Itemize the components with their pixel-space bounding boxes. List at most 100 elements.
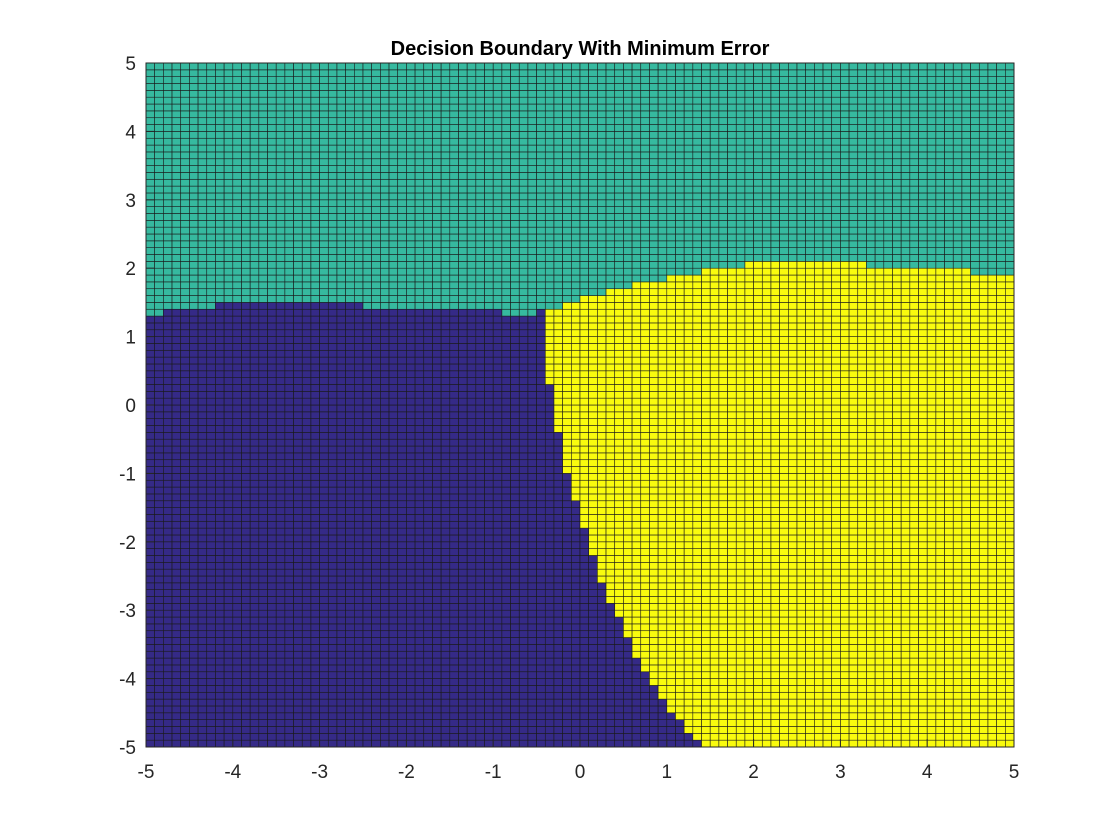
heatmap-cell-class-1 bbox=[553, 616, 563, 625]
heatmap-cell-class-2 bbox=[189, 131, 199, 139]
heatmap-cell-class-1 bbox=[449, 486, 459, 495]
heatmap-cell-class-1 bbox=[510, 623, 520, 632]
heatmap-cell-class-1 bbox=[275, 575, 286, 584]
heatmap-cell-class-1 bbox=[536, 514, 546, 522]
heatmap-cell-class-1 bbox=[206, 418, 216, 426]
heatmap-cell-class-1 bbox=[475, 466, 485, 474]
heatmap-cell-class-1 bbox=[562, 691, 572, 700]
heatmap-cell-class-2 bbox=[484, 76, 494, 84]
heatmap-cell-class-2 bbox=[544, 254, 555, 262]
heatmap-cell-class-1 bbox=[249, 384, 260, 392]
heatmap-cell-class-1 bbox=[284, 459, 294, 467]
heatmap-cell-class-1 bbox=[518, 459, 529, 467]
heatmap-cell-class-2 bbox=[484, 240, 494, 248]
heatmap-cell-class-1 bbox=[388, 589, 399, 597]
heatmap-cell-class-1 bbox=[414, 698, 425, 707]
heatmap-cell-class-1 bbox=[380, 411, 390, 419]
heatmap-cell-class-2 bbox=[319, 254, 329, 262]
heatmap-cell-class-1 bbox=[571, 596, 581, 604]
heatmap-cell-class-2 bbox=[414, 213, 425, 221]
heatmap-cell-class-1 bbox=[362, 671, 372, 679]
heatmap-cell-class-1 bbox=[362, 349, 372, 358]
heatmap-cell-class-2 bbox=[154, 165, 164, 173]
heatmap-cell-class-2 bbox=[215, 144, 225, 153]
heatmap-cell-class-1 bbox=[562, 486, 572, 495]
heatmap-cell-class-1 bbox=[327, 698, 338, 707]
heatmap-cell-class-2 bbox=[371, 213, 381, 221]
heatmap-cell-class-1 bbox=[327, 329, 338, 337]
heatmap-cell-class-2 bbox=[206, 69, 216, 77]
heatmap-cell-class-2 bbox=[432, 103, 442, 112]
heatmap-cell-class-1 bbox=[206, 575, 216, 584]
heatmap-cell-class-1 bbox=[527, 473, 537, 481]
heatmap-cell-class-2 bbox=[571, 192, 581, 201]
heatmap-cell-class-2 bbox=[466, 103, 477, 112]
heatmap-cell-class-1 bbox=[458, 514, 468, 522]
heatmap-cell-class-1 bbox=[510, 493, 520, 502]
heatmap-cell-class-2 bbox=[414, 240, 425, 248]
heatmap-cell-class-2 bbox=[206, 151, 216, 160]
heatmap-cell-class-1 bbox=[380, 308, 390, 317]
heatmap-cell-class-2 bbox=[154, 178, 164, 187]
heatmap-cell-class-1 bbox=[432, 698, 442, 707]
heatmap-cell-class-1 bbox=[336, 479, 346, 488]
heatmap-cell-class-2 bbox=[475, 172, 485, 180]
heatmap-cell-class-2 bbox=[484, 226, 494, 235]
heatmap-cell-class-1 bbox=[215, 575, 225, 584]
heatmap-cell-class-1 bbox=[423, 377, 433, 385]
heatmap-cell-class-2 bbox=[484, 233, 494, 242]
heatmap-cell-class-1 bbox=[510, 391, 520, 399]
heatmap-cell-class-2 bbox=[362, 302, 372, 310]
heatmap-cell-class-2 bbox=[475, 62, 485, 71]
heatmap-cell-class-1 bbox=[354, 363, 364, 372]
heatmap-cell-class-1 bbox=[145, 589, 155, 597]
heatmap-cell-class-2 bbox=[215, 185, 225, 194]
heatmap-cell-class-2 bbox=[501, 288, 511, 296]
heatmap-cell-class-2 bbox=[223, 192, 234, 201]
heatmap-cell-class-1 bbox=[466, 712, 477, 720]
heatmap-cell-class-1 bbox=[544, 520, 555, 529]
heatmap-cell-class-1 bbox=[310, 534, 320, 543]
heatmap-cell-class-2 bbox=[215, 192, 225, 201]
heatmap-cell-class-1 bbox=[232, 562, 242, 570]
heatmap-cell-class-1 bbox=[154, 322, 164, 331]
heatmap-cell-class-1 bbox=[336, 630, 346, 638]
heatmap-cell-class-1 bbox=[484, 479, 494, 488]
heatmap-cell-class-1 bbox=[354, 377, 364, 385]
heatmap-cell-class-2 bbox=[319, 233, 329, 242]
heatmap-cell-class-1 bbox=[154, 644, 164, 652]
heatmap-cell-class-1 bbox=[423, 452, 433, 461]
heatmap-cell-class-1 bbox=[423, 582, 433, 590]
heatmap-cell-class-1 bbox=[484, 712, 494, 720]
heatmap-cell-class-2 bbox=[571, 267, 581, 276]
heatmap-cell-class-2 bbox=[154, 124, 164, 132]
heatmap-cell-class-1 bbox=[397, 391, 407, 399]
heatmap-cell-class-1 bbox=[380, 691, 390, 700]
heatmap-cell-class-1 bbox=[249, 473, 260, 481]
heatmap-cell-class-2 bbox=[163, 165, 173, 173]
heatmap-cell-class-1 bbox=[145, 370, 155, 378]
heatmap-cell-class-1 bbox=[189, 452, 199, 461]
heatmap-cell-class-1 bbox=[544, 712, 555, 720]
heatmap-cell-class-1 bbox=[310, 329, 320, 337]
heatmap-cell-class-2 bbox=[432, 165, 442, 173]
heatmap-cell-class-2 bbox=[380, 151, 390, 160]
heatmap-cell-class-1 bbox=[449, 562, 459, 570]
heatmap-cell-class-2 bbox=[484, 69, 494, 77]
heatmap-cell-class-1 bbox=[492, 479, 503, 488]
heatmap-cell-class-1 bbox=[458, 363, 468, 372]
heatmap-cell-class-1 bbox=[484, 438, 494, 447]
heatmap-cell-class-1 bbox=[319, 589, 329, 597]
heatmap-cell-class-2 bbox=[544, 185, 555, 194]
heatmap-cell-class-3 bbox=[544, 349, 555, 358]
heatmap-cell-class-1 bbox=[327, 315, 338, 324]
heatmap-cell-class-1 bbox=[215, 664, 225, 673]
heatmap-cell-class-1 bbox=[301, 486, 312, 495]
heatmap-cell-class-1 bbox=[215, 418, 225, 426]
heatmap-cell-class-1 bbox=[510, 356, 520, 365]
heatmap-cell-class-2 bbox=[241, 295, 251, 303]
heatmap-cell-class-1 bbox=[553, 473, 563, 481]
heatmap-cell-class-1 bbox=[232, 466, 242, 474]
heatmap-cell-class-1 bbox=[215, 479, 225, 488]
heatmap-cell-class-1 bbox=[171, 418, 182, 426]
